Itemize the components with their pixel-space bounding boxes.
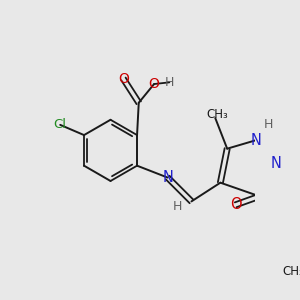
- Text: H: H: [263, 118, 273, 131]
- Text: O: O: [118, 72, 129, 86]
- Text: Cl: Cl: [54, 118, 67, 131]
- Text: N: N: [251, 133, 262, 148]
- Text: O: O: [230, 197, 242, 212]
- Text: O: O: [148, 77, 160, 91]
- Text: H: H: [173, 200, 182, 213]
- Text: H: H: [165, 76, 174, 89]
- Text: CH₃: CH₃: [283, 266, 300, 278]
- Text: CH₃: CH₃: [206, 108, 228, 121]
- Text: N: N: [162, 170, 173, 185]
- Text: N: N: [271, 157, 282, 172]
